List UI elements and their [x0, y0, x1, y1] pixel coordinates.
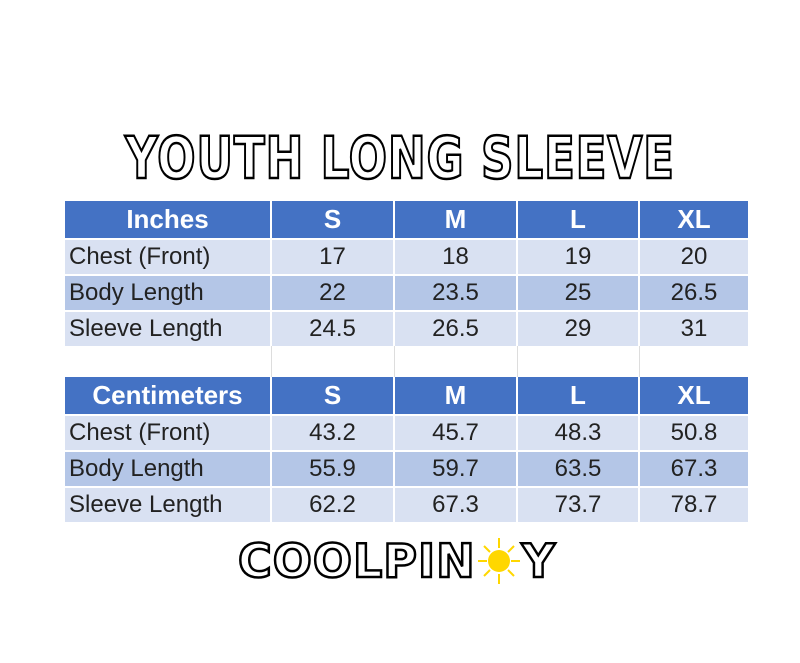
divider	[639, 346, 640, 378]
size-header: L	[517, 201, 640, 240]
measurement-cell: 62.2	[271, 487, 395, 524]
measurement-cell: 29	[517, 311, 640, 348]
unit-header: Centimeters	[65, 377, 272, 416]
size-header: M	[394, 201, 518, 240]
size-header: XL	[639, 201, 750, 240]
measurement-label: Sleeve Length	[65, 487, 272, 524]
measurement-label: Body Length	[65, 451, 272, 488]
size-header: S	[271, 201, 395, 240]
measurement-cell: 73.7	[517, 487, 640, 524]
measurement-cell: 45.7	[394, 415, 518, 452]
measurement-cell: 59.7	[394, 451, 518, 488]
table-row: Chest (Front) 43.2 45.7 48.3 50.8	[65, 415, 750, 452]
measurement-cell: 55.9	[271, 451, 395, 488]
logo-text: COOLPIN	[237, 533, 476, 590]
measurement-cell: 25	[517, 275, 640, 312]
measurement-label: Chest (Front)	[65, 239, 272, 276]
size-header: L	[517, 377, 640, 416]
measurement-cell: 26.5	[394, 311, 518, 348]
measurement-cell: 17	[271, 239, 395, 276]
size-header: XL	[639, 377, 750, 416]
measurement-cell: 43.2	[271, 415, 395, 452]
measurement-label: Body Length	[65, 275, 272, 312]
measurement-cell: 26.5	[639, 275, 750, 312]
measurement-cell: 50.8	[639, 415, 750, 452]
header-row: Inches S M L XL	[65, 201, 750, 240]
measurement-cell: 31	[639, 311, 750, 348]
coolpinoy-logo: COOLPIN Y	[237, 533, 556, 590]
measurement-cell: 22	[271, 275, 395, 312]
divider	[517, 346, 518, 378]
measurement-cell: 48.3	[517, 415, 640, 452]
centimeters-size-table: Centimeters S M L XL Chest (Front) 43.2 45.7 48.…	[65, 377, 750, 524]
measurement-cell: 63.5	[517, 451, 640, 488]
page-title: YOUTH LONG SLEEVE	[124, 124, 675, 192]
measurement-cell: 78.7	[639, 487, 750, 524]
size-header: S	[271, 377, 395, 416]
measurement-cell: 23.5	[394, 275, 518, 312]
table-row: Body Length 22 23.5 25 26.5	[65, 275, 750, 312]
divider	[394, 346, 395, 378]
unit-header: Inches	[65, 201, 272, 240]
measurement-cell: 20	[639, 239, 750, 276]
sun-icon	[477, 538, 520, 584]
measurement-cell: 19	[517, 239, 640, 276]
measurement-cell: 67.3	[394, 487, 518, 524]
size-header: M	[394, 377, 518, 416]
measurement-label: Sleeve Length	[65, 311, 272, 348]
table-row: Chest (Front) 17 18 19 20	[65, 239, 750, 276]
measurement-cell: 18	[394, 239, 518, 276]
divider	[271, 346, 272, 378]
logo-text-end: Y	[520, 533, 556, 590]
table-row: Sleeve Length 24.5 26.5 29 31	[65, 311, 750, 348]
measurement-cell: 24.5	[271, 311, 395, 348]
table-row: Sleeve Length 62.2 67.3 73.7 78.7	[65, 487, 750, 524]
table-row: Body Length 55.9 59.7 63.5 67.3	[65, 451, 750, 488]
inches-size-table: Inches S M L XL Chest (Front) 17 18 19 20 Body Len…	[65, 201, 750, 348]
header-row: Centimeters S M L XL	[65, 377, 750, 416]
measurement-label: Chest (Front)	[65, 415, 272, 452]
measurement-cell: 67.3	[639, 451, 750, 488]
